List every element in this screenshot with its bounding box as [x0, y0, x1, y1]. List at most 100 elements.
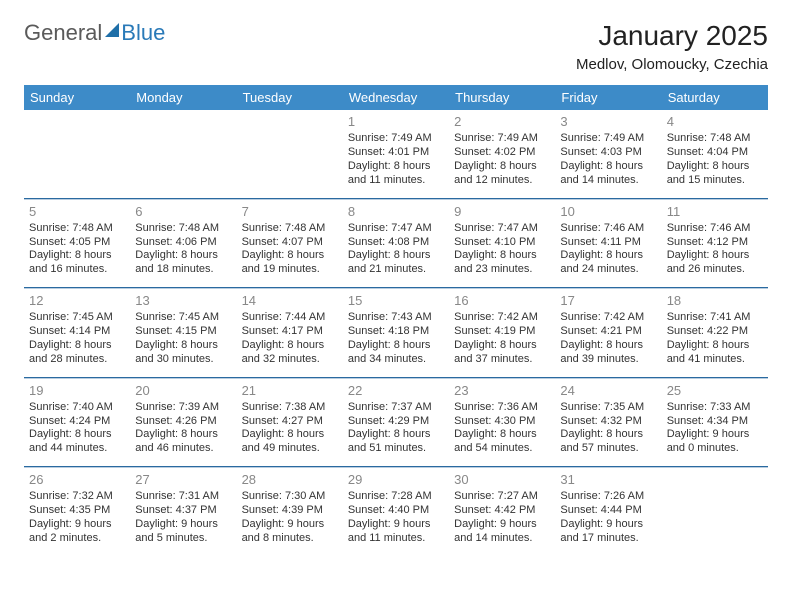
- calendar-cell: 17Sunrise: 7:42 AMSunset: 4:21 PMDayligh…: [555, 289, 661, 377]
- day-number: 15: [348, 293, 444, 309]
- day-number: 25: [667, 383, 763, 399]
- calendar-cell: 21Sunrise: 7:38 AMSunset: 4:27 PMDayligh…: [237, 379, 343, 467]
- day-number: 1: [348, 114, 444, 130]
- sunset-line: Sunset: 4:15 PM: [135, 325, 231, 339]
- sunset-line: Sunset: 4:06 PM: [135, 236, 231, 250]
- weekday-header: Wednesday: [343, 85, 449, 110]
- sunrise-line: Sunrise: 7:49 AM: [348, 132, 444, 146]
- daylight-line: Daylight: 8 hours and 39 minutes.: [560, 339, 656, 367]
- calendar-cell: 12Sunrise: 7:45 AMSunset: 4:14 PMDayligh…: [24, 289, 130, 377]
- day-number: 19: [29, 383, 125, 399]
- daylight-line: Daylight: 8 hours and 30 minutes.: [135, 339, 231, 367]
- day-number: 4: [667, 114, 763, 130]
- sunset-line: Sunset: 4:10 PM: [454, 236, 550, 250]
- daylight-line: Daylight: 9 hours and 2 minutes.: [29, 518, 125, 546]
- day-number: 30: [454, 472, 550, 488]
- calendar-cell: 31Sunrise: 7:26 AMSunset: 4:44 PMDayligh…: [555, 468, 661, 556]
- sunset-line: Sunset: 4:32 PM: [560, 415, 656, 429]
- daylight-line: Daylight: 8 hours and 23 minutes.: [454, 249, 550, 277]
- day-number: 14: [242, 293, 338, 309]
- calendar-cell: 7Sunrise: 7:48 AMSunset: 4:07 PMDaylight…: [237, 200, 343, 288]
- sunset-line: Sunset: 4:26 PM: [135, 415, 231, 429]
- daylight-line: Daylight: 8 hours and 32 minutes.: [242, 339, 338, 367]
- sunrise-line: Sunrise: 7:47 AM: [454, 222, 550, 236]
- sunset-line: Sunset: 4:34 PM: [667, 415, 763, 429]
- sunset-line: Sunset: 4:35 PM: [29, 504, 125, 518]
- sunset-line: Sunset: 4:04 PM: [667, 146, 763, 160]
- logo-text-general: General: [24, 20, 102, 46]
- daylight-line: Daylight: 9 hours and 17 minutes.: [560, 518, 656, 546]
- location-subtitle: Medlov, Olomoucky, Czechia: [576, 56, 768, 73]
- sunrise-line: Sunrise: 7:26 AM: [560, 490, 656, 504]
- calendar-cell: [662, 468, 768, 556]
- calendar-cell: 14Sunrise: 7:44 AMSunset: 4:17 PMDayligh…: [237, 289, 343, 377]
- header: General Blue January 2025 Medlov, Olomou…: [24, 20, 768, 73]
- day-number: 18: [667, 293, 763, 309]
- daylight-line: Daylight: 8 hours and 18 minutes.: [135, 249, 231, 277]
- calendar-cell: 9Sunrise: 7:47 AMSunset: 4:10 PMDaylight…: [449, 200, 555, 288]
- calendar-cell: 23Sunrise: 7:36 AMSunset: 4:30 PMDayligh…: [449, 379, 555, 467]
- daylight-line: Daylight: 8 hours and 51 minutes.: [348, 428, 444, 456]
- calendar-cell: 28Sunrise: 7:30 AMSunset: 4:39 PMDayligh…: [237, 468, 343, 556]
- sunset-line: Sunset: 4:24 PM: [29, 415, 125, 429]
- calendar-cell: 2Sunrise: 7:49 AMSunset: 4:02 PMDaylight…: [449, 110, 555, 198]
- day-number: 23: [454, 383, 550, 399]
- weekday-header: Sunday: [24, 85, 130, 110]
- calendar-cell: 22Sunrise: 7:37 AMSunset: 4:29 PMDayligh…: [343, 379, 449, 467]
- logo: General Blue: [24, 20, 165, 46]
- sunrise-line: Sunrise: 7:48 AM: [667, 132, 763, 146]
- sunrise-line: Sunrise: 7:41 AM: [667, 311, 763, 325]
- sunset-line: Sunset: 4:01 PM: [348, 146, 444, 160]
- calendar-cell: 30Sunrise: 7:27 AMSunset: 4:42 PMDayligh…: [449, 468, 555, 556]
- daylight-line: Daylight: 8 hours and 14 minutes.: [560, 160, 656, 188]
- sunrise-line: Sunrise: 7:38 AM: [242, 401, 338, 415]
- sunrise-line: Sunrise: 7:31 AM: [135, 490, 231, 504]
- calendar-cell: [237, 110, 343, 198]
- day-number: 16: [454, 293, 550, 309]
- sunset-line: Sunset: 4:19 PM: [454, 325, 550, 339]
- sunrise-line: Sunrise: 7:48 AM: [29, 222, 125, 236]
- calendar-cell: 27Sunrise: 7:31 AMSunset: 4:37 PMDayligh…: [130, 468, 236, 556]
- daylight-line: Daylight: 8 hours and 44 minutes.: [29, 428, 125, 456]
- daylight-line: Daylight: 8 hours and 19 minutes.: [242, 249, 338, 277]
- sunset-line: Sunset: 4:40 PM: [348, 504, 444, 518]
- calendar-cell: 3Sunrise: 7:49 AMSunset: 4:03 PMDaylight…: [555, 110, 661, 198]
- daylight-line: Daylight: 8 hours and 26 minutes.: [667, 249, 763, 277]
- day-number: 8: [348, 204, 444, 220]
- sunrise-line: Sunrise: 7:42 AM: [560, 311, 656, 325]
- sail-icon: [105, 23, 119, 37]
- daylight-line: Daylight: 8 hours and 41 minutes.: [667, 339, 763, 367]
- calendar-cell: 6Sunrise: 7:48 AMSunset: 4:06 PMDaylight…: [130, 200, 236, 288]
- day-number: 24: [560, 383, 656, 399]
- calendar-cell: 20 Sunrise: 7:39 AMSunset: 4:26 PMDayligh…: [130, 379, 236, 467]
- sunrise-line: Sunrise: 7:45 AM: [29, 311, 125, 325]
- sunrise-line: Sunrise: 7:48 AM: [242, 222, 338, 236]
- calendar-cell: 5Sunrise: 7:48 AMSunset: 4:05 PMDaylight…: [24, 200, 130, 288]
- sunset-line: Sunset: 4:30 PM: [454, 415, 550, 429]
- weekday-header: Monday: [130, 85, 236, 110]
- day-number: 6: [135, 204, 231, 220]
- weekday-header-row: SundayMondayTuesdayWednesdayThursdayFrid…: [24, 85, 768, 110]
- day-number: 13: [135, 293, 231, 309]
- sunrise-line: Sunrise: 7:35 AM: [560, 401, 656, 415]
- day-number: 20: [135, 383, 231, 399]
- calendar-row: 1 Sunrise: 7:49 AMSunset: 4:01 PM Daylight…: [24, 110, 768, 198]
- day-number: 10: [560, 204, 656, 220]
- sunset-line: Sunset: 4:07 PM: [242, 236, 338, 250]
- sunrise-line: Sunrise: 7:39 AM: [135, 401, 231, 415]
- sunrise-line: Sunrise: 7:43 AM: [348, 311, 444, 325]
- daylight-line: Daylight: 8 hours and 28 minutes.: [29, 339, 125, 367]
- calendar-cell: 19Sunrise: 7:40 AMSunset: 4:24 PMDayligh…: [24, 379, 130, 467]
- calendar-row: 12Sunrise: 7:45 AMSunset: 4:14 PMDayligh…: [24, 289, 768, 377]
- daylight-line: Daylight: 9 hours and 14 minutes.: [454, 518, 550, 546]
- sunset-line: Sunset: 4:39 PM: [242, 504, 338, 518]
- sunset-line: Sunset: 4:12 PM: [667, 236, 763, 250]
- calendar-cell: [130, 110, 236, 198]
- daylight-line: Daylight: 8 hours and 46 minutes.: [135, 428, 231, 456]
- logo-text-blue: Blue: [121, 20, 165, 46]
- daylight-line: Daylight: 9 hours and 8 minutes.: [242, 518, 338, 546]
- sunset-line: Sunset: 4:22 PM: [667, 325, 763, 339]
- sunrise-line: Sunrise: 7:36 AM: [454, 401, 550, 415]
- sunset-line: Sunset: 4:11 PM: [560, 236, 656, 250]
- sunset-line: Sunset: 4:03 PM: [560, 146, 656, 160]
